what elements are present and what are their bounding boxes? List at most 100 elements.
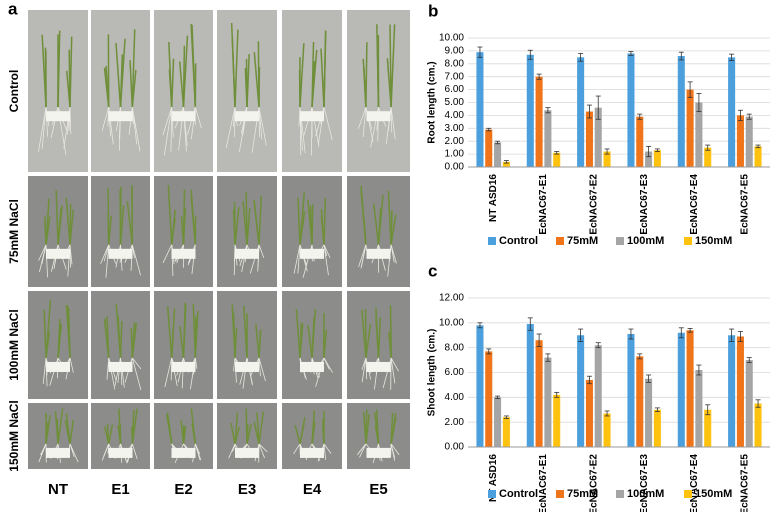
leaf <box>57 208 62 245</box>
bar <box>728 57 736 167</box>
leaf <box>55 190 59 245</box>
bar <box>695 102 703 167</box>
legend-label: 150mM <box>695 235 732 247</box>
leaf <box>106 423 110 444</box>
leaf <box>256 412 260 444</box>
y-axis-label: Root length (cm.) <box>427 61 438 143</box>
root <box>365 357 368 380</box>
bar <box>494 397 502 447</box>
leaf <box>126 201 134 245</box>
error-bar <box>687 81 693 98</box>
bar <box>553 394 561 447</box>
leaf <box>57 46 60 108</box>
bar <box>494 142 502 167</box>
root <box>40 443 47 456</box>
leaf <box>69 420 75 445</box>
root <box>38 244 47 261</box>
leaf <box>182 208 187 245</box>
tag <box>235 248 259 259</box>
x-tick-label: EcNAC67-E1 <box>538 174 549 235</box>
bar <box>585 379 593 447</box>
root <box>293 244 301 274</box>
leaf <box>69 36 73 108</box>
leaf <box>376 24 380 108</box>
leaf <box>323 198 327 245</box>
x-tick-label: NT ASD16 <box>488 454 499 502</box>
leaf <box>299 423 305 445</box>
leaf <box>65 413 71 445</box>
tag <box>108 248 133 259</box>
bar <box>645 378 653 447</box>
error-bar <box>729 328 735 342</box>
x-tick-label: EcNAC67-E5 <box>739 454 750 512</box>
leaf <box>182 35 189 108</box>
leaf <box>374 425 380 445</box>
x-tick-label: EcNAC67-E4 <box>689 454 700 512</box>
leaf <box>43 309 47 358</box>
root <box>258 244 265 258</box>
x-tick-label: EcNAC67-E2 <box>588 174 599 235</box>
leaf <box>246 53 250 108</box>
column-label: E5 <box>369 481 387 498</box>
tag <box>235 111 259 122</box>
leaf <box>167 184 173 245</box>
legend-swatch <box>616 237 624 245</box>
root <box>390 357 399 372</box>
leaf <box>246 423 252 445</box>
error-bar <box>578 328 584 342</box>
row-label: 75mM NaCl <box>7 199 21 264</box>
root <box>232 443 236 452</box>
leaf <box>190 23 197 108</box>
leaf <box>170 58 175 108</box>
bar <box>476 325 484 447</box>
leaf <box>65 70 71 108</box>
error-bar <box>527 317 533 331</box>
tag <box>235 361 259 372</box>
error-bar <box>654 148 660 152</box>
y-tick-label: 2.00 <box>445 136 465 147</box>
root <box>258 443 265 459</box>
bar <box>636 356 644 447</box>
bar <box>544 357 552 447</box>
leaf <box>258 411 265 445</box>
tag <box>300 248 324 259</box>
root <box>105 244 110 278</box>
root <box>38 107 47 152</box>
root <box>69 107 72 135</box>
error-bar <box>595 95 601 120</box>
error-bar <box>503 415 509 419</box>
error-bar <box>755 144 761 149</box>
tag <box>108 447 133 458</box>
root <box>390 107 393 133</box>
legend-swatch <box>488 490 496 498</box>
leaf <box>365 324 372 359</box>
tag <box>171 248 196 259</box>
leaf <box>386 58 392 108</box>
leaf <box>255 324 260 359</box>
error-bar <box>495 395 501 399</box>
legend-swatch <box>556 490 564 498</box>
tag <box>171 111 196 122</box>
leaf <box>131 322 136 359</box>
bar <box>736 336 744 447</box>
leaf <box>115 303 122 359</box>
leaf <box>390 214 397 245</box>
bar <box>544 110 552 167</box>
leaf <box>245 192 248 245</box>
y-tick-label: 4.00 <box>445 110 465 121</box>
leaf <box>299 192 306 245</box>
root <box>69 357 74 373</box>
leaf <box>360 185 367 245</box>
root <box>100 244 110 264</box>
error-bar <box>545 107 551 114</box>
root <box>361 357 367 383</box>
bar <box>526 324 534 447</box>
error-bar <box>477 322 483 329</box>
tag <box>46 361 70 372</box>
root <box>390 443 396 461</box>
leaf <box>192 303 197 358</box>
bar <box>754 146 762 167</box>
y-tick-label: 9.00 <box>445 46 465 57</box>
root <box>359 443 367 458</box>
